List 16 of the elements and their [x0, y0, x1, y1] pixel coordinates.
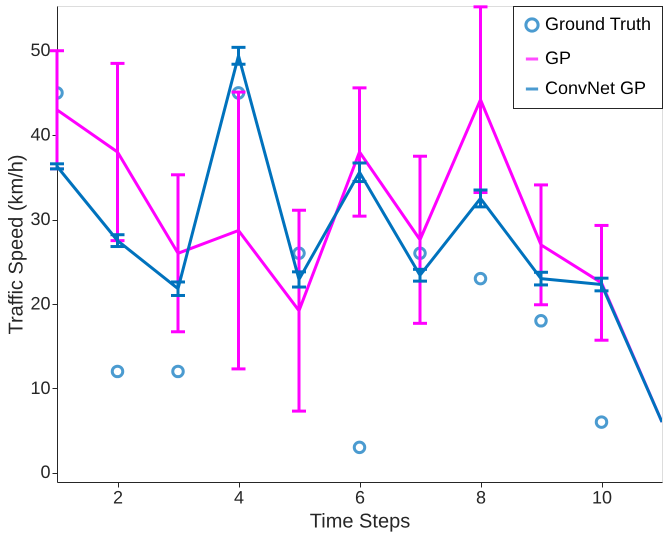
- y-tick-label: 20: [30, 293, 50, 314]
- y-tick-label: 50: [30, 40, 50, 60]
- x-tick-label: 6: [354, 488, 366, 508]
- x-axis-title: Time Steps: [310, 510, 410, 532]
- y-tick-label: 40: [30, 124, 50, 145]
- y-tick-label: 0: [40, 462, 50, 482]
- legend-label: ConvNet GP: [545, 78, 646, 98]
- legend-label: GP: [545, 48, 572, 68]
- y-tick-label: 30: [30, 209, 50, 230]
- x-tick-label: 8: [476, 488, 486, 508]
- y-tick-label: 10: [30, 378, 50, 398]
- x-tick-label: 10: [592, 488, 612, 508]
- y-axis-title: Traffic Speed (km/h): [5, 154, 28, 335]
- x-tick-label: 4: [234, 488, 244, 508]
- legend-label: Ground Truth: [545, 14, 652, 34]
- x-tick-label: 2: [112, 488, 124, 508]
